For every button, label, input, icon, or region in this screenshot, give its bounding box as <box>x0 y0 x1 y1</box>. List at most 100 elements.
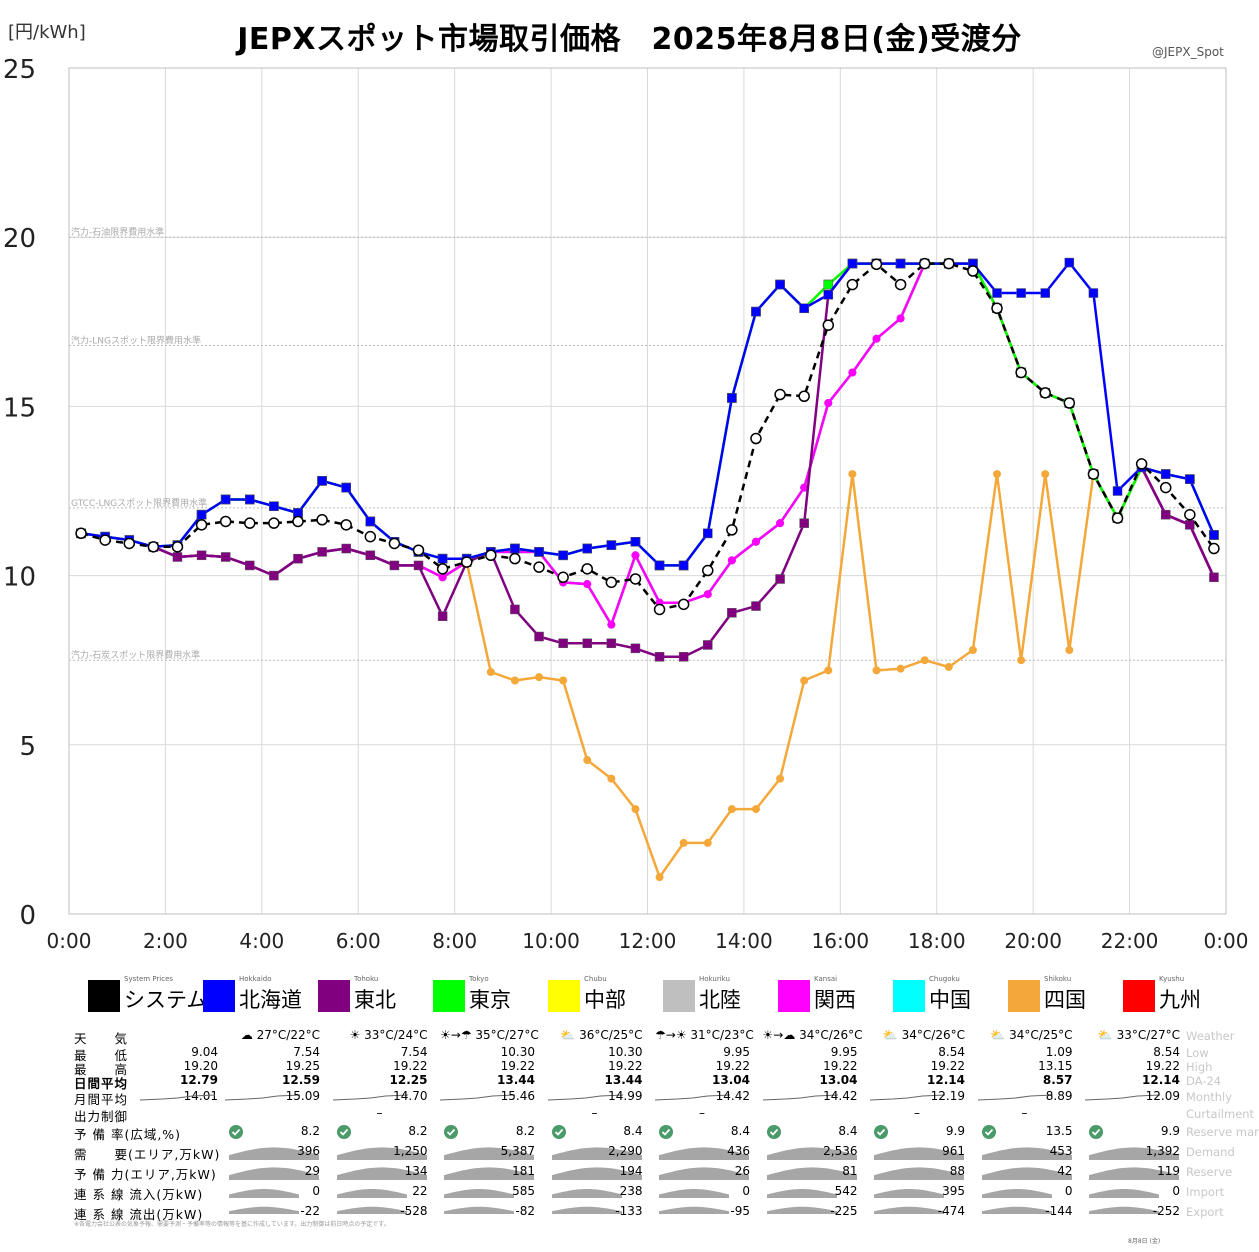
area-avg: 8.57 <box>1042 1073 1073 1087</box>
area-import: 395 <box>942 1184 965 1198</box>
data-point <box>727 556 736 565</box>
mini-bar-chart <box>1089 1147 1179 1160</box>
data-point <box>678 560 689 571</box>
data-point <box>317 547 327 557</box>
series-システム <box>75 257 1220 616</box>
data-point <box>341 482 351 493</box>
data-point <box>822 319 835 331</box>
area-high: 19.22 <box>930 1059 965 1073</box>
data-point <box>606 638 617 649</box>
row-label-en: Reserve <box>1186 1165 1233 1179</box>
footnote-date: 8月8日 (金) <box>1128 1238 1161 1245</box>
area-demand: 961 <box>942 1144 965 1158</box>
data-point <box>438 573 447 582</box>
plot-frame <box>68 67 1227 915</box>
x-tick-label: 12:00 <box>619 929 677 953</box>
area-high: 19.25 <box>285 1059 320 1073</box>
legend-swatch <box>663 980 695 1012</box>
mini-bar-chart <box>981 1147 1072 1160</box>
row-label: 最 高 <box>74 1062 129 1077</box>
area-weather: ☀ 33°C/24°C <box>349 1028 428 1042</box>
check-icon <box>659 1125 673 1139</box>
area-weather: ☀→☂ 35°C/27°C <box>440 1028 539 1042</box>
mini-bar-chart <box>336 1147 427 1160</box>
data-point <box>147 541 160 553</box>
chart-legend: System Prices システム Hokkaido 北海道 Tohoku 東北 Toky… <box>88 975 1238 1014</box>
area-import: 542 <box>834 1184 858 1198</box>
data-point <box>1160 509 1171 520</box>
legend-swatch <box>318 980 350 1012</box>
legend-label: システム <box>124 988 208 1012</box>
mini-bar-chart <box>766 1147 857 1160</box>
area-demand: 1,392 <box>1145 1144 1180 1158</box>
legend-en-label: Tokyo <box>469 975 489 983</box>
data-point <box>220 552 231 562</box>
area-demand: 396 <box>297 1144 320 1158</box>
data-point <box>823 289 834 300</box>
data-point <box>1065 646 1074 655</box>
legend-en-label: Kansai <box>814 975 838 983</box>
data-point <box>557 571 569 584</box>
data-point <box>993 470 1002 479</box>
mini-bar-chart <box>766 1189 837 1198</box>
legend-en-label: Chubu <box>584 975 607 983</box>
data-point <box>412 544 425 556</box>
mini-bar-chart <box>1089 1189 1159 1198</box>
data-point <box>219 515 232 528</box>
data-point <box>510 604 520 615</box>
data-point <box>195 519 208 531</box>
data-point <box>968 646 977 655</box>
row-label-en: Monthly <box>1186 1090 1233 1104</box>
row-label-en: DA-24 <box>1186 1074 1222 1088</box>
data-point <box>726 524 738 536</box>
area-weather: ⛅ 34°C/26°C <box>882 1028 965 1042</box>
area-curtailment: – <box>376 1106 383 1120</box>
legend-label: 中国 <box>929 988 971 1012</box>
area-high: 13.15 <box>1038 1059 1073 1073</box>
data-point <box>317 476 327 486</box>
area-high: 19.22 <box>500 1059 535 1073</box>
data-point <box>583 756 592 765</box>
data-point <box>220 494 231 505</box>
mini-bar-chart <box>766 1206 837 1214</box>
area-demand: 436 <box>727 1144 750 1158</box>
data-point <box>607 620 616 629</box>
area-high: 19.22 <box>1145 1059 1180 1073</box>
legend-swatch <box>88 980 120 1012</box>
area-reserve-rate: 8.2 <box>408 1124 428 1138</box>
data-point <box>1185 474 1195 484</box>
area-low: 7.54 <box>400 1045 428 1059</box>
row-label-en: Import <box>1186 1185 1225 1199</box>
data-point <box>510 676 519 685</box>
area-demand: 1,250 <box>393 1144 428 1158</box>
reference-line-label: 汽力-LNGスポット限界費用水準 <box>71 334 201 346</box>
area-export: -22 <box>300 1204 320 1218</box>
legend-en-label: Hokkaido <box>239 975 272 983</box>
area-avg: 12.14 <box>1142 1073 1180 1087</box>
area-reserve: 88 <box>949 1164 965 1178</box>
data-point <box>1039 387 1051 399</box>
mini-bar-chart <box>766 1167 857 1180</box>
data-point <box>1112 486 1123 496</box>
data-point <box>944 662 953 671</box>
data-point <box>583 580 592 589</box>
x-tick-label: 22:00 <box>1101 929 1159 953</box>
data-point <box>1017 656 1026 665</box>
row-label: 月間平均 <box>74 1092 129 1107</box>
area-weather: ⛅ 33°C/27°C <box>1097 1028 1180 1042</box>
legend-label: 東京 <box>469 988 511 1012</box>
data-point <box>559 676 568 685</box>
row-label-en: Curtailment <box>1186 1107 1255 1121</box>
area-import: 238 <box>619 1184 643 1198</box>
data-point <box>654 560 665 571</box>
data-point <box>196 509 207 520</box>
data-point <box>895 258 906 269</box>
mini-bar-chart <box>229 1167 319 1180</box>
row-label: 予 備 率(広域,%) <box>74 1127 182 1142</box>
data-point <box>1160 469 1171 479</box>
data-point <box>872 666 881 675</box>
data-point <box>776 774 785 783</box>
y-tick-label: 20 <box>3 224 36 254</box>
check-icon <box>551 1125 566 1139</box>
row-label-en: Low <box>1186 1046 1209 1060</box>
